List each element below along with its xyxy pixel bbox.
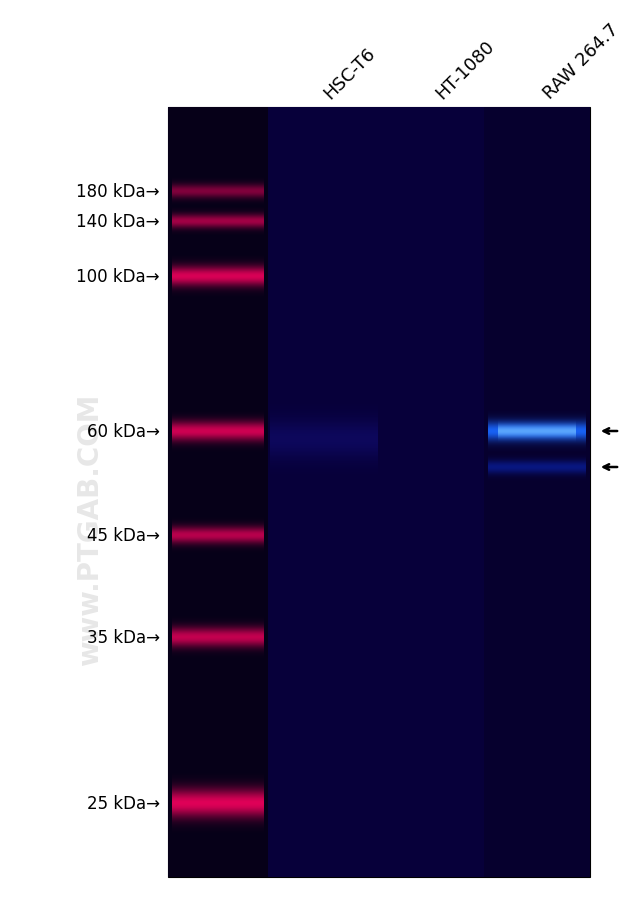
Bar — [484, 108, 590, 877]
Text: www.PTGAB.COM: www.PTGAB.COM — [76, 393, 104, 666]
Bar — [168, 108, 590, 877]
Bar — [168, 108, 268, 877]
Bar — [268, 108, 380, 877]
Text: 140 kDa→: 140 kDa→ — [76, 213, 160, 231]
Text: 25 kDa→: 25 kDa→ — [87, 794, 160, 812]
Text: 60 kDa→: 60 kDa→ — [87, 422, 160, 440]
Text: 100 kDa→: 100 kDa→ — [76, 268, 160, 286]
Text: 35 kDa→: 35 kDa→ — [87, 629, 160, 647]
Text: RAW 264.7: RAW 264.7 — [540, 21, 620, 103]
Text: HT-1080: HT-1080 — [432, 37, 498, 103]
Text: HSC-T6: HSC-T6 — [320, 44, 379, 103]
Text: 180 kDa→: 180 kDa→ — [76, 183, 160, 201]
Bar — [380, 108, 484, 877]
Text: 45 kDa→: 45 kDa→ — [87, 527, 160, 545]
